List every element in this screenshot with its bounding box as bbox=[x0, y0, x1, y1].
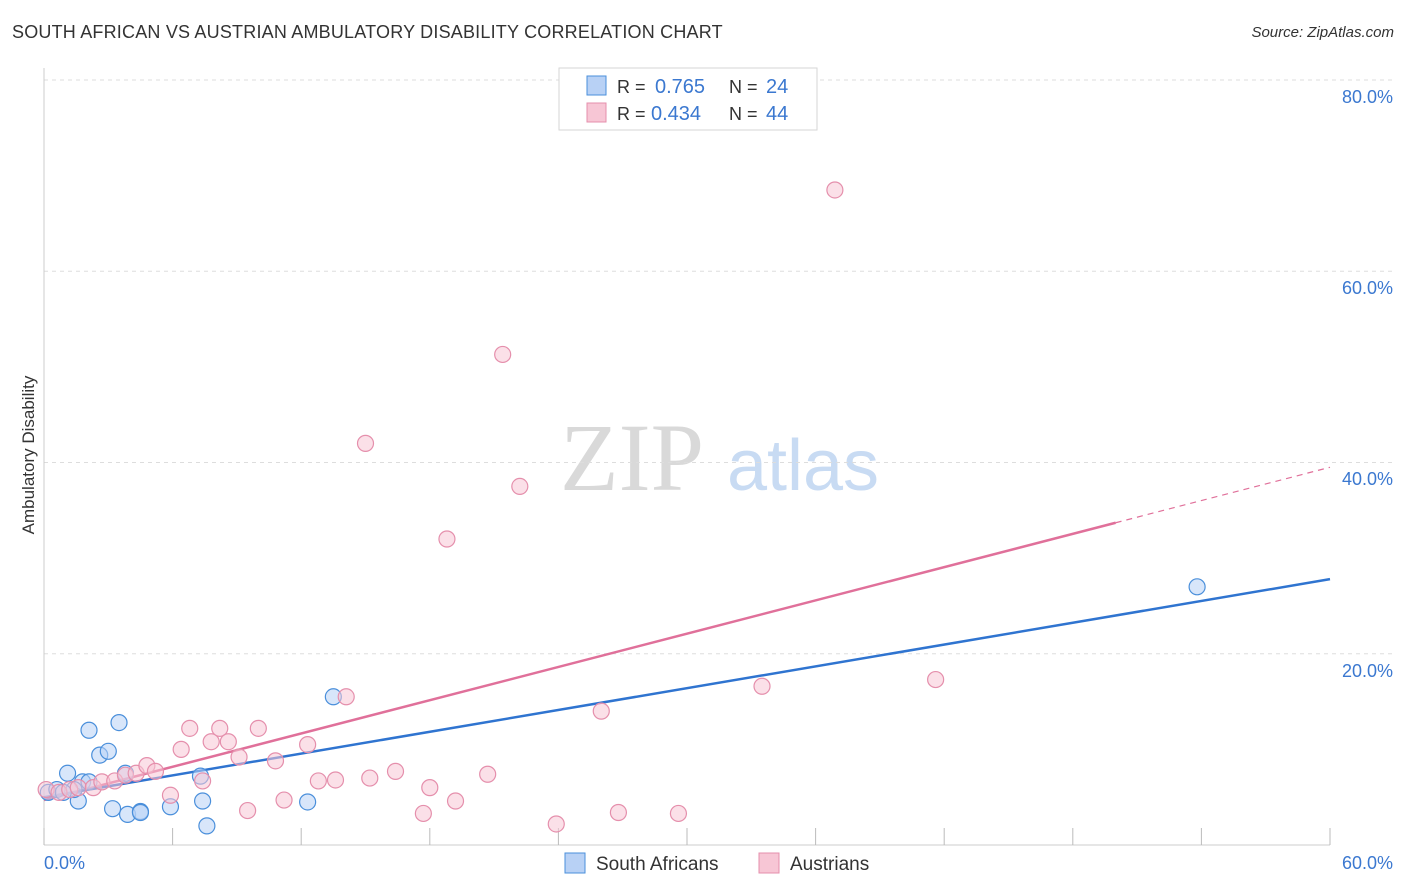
bottom-legend-swatch-south-africans bbox=[564, 852, 586, 874]
legend-n-value-1: 24 bbox=[766, 76, 788, 98]
bottom-legend-label-austrians: Austrians bbox=[790, 854, 869, 875]
legend-swatch-south-africans bbox=[586, 75, 607, 96]
legend-swatch-austrians bbox=[586, 102, 607, 123]
point-austrian bbox=[592, 702, 610, 720]
data-points bbox=[37, 181, 1206, 835]
legend-n-label-2: N = bbox=[729, 104, 758, 124]
trend-line-south-africans bbox=[43, 577, 1331, 799]
y-tick-label-60: 60.0% bbox=[1342, 278, 1393, 298]
point-austrian bbox=[69, 779, 87, 797]
point-austrian bbox=[669, 804, 688, 823]
point-south-african bbox=[110, 713, 128, 732]
point-austrian bbox=[161, 786, 180, 804]
point-austrian bbox=[146, 762, 165, 780]
point-south-african bbox=[58, 764, 77, 782]
point-austrian bbox=[219, 733, 237, 751]
point-austrian bbox=[494, 345, 512, 364]
point-austrian bbox=[446, 792, 465, 810]
point-austrian bbox=[337, 688, 355, 706]
point-austrian bbox=[826, 181, 844, 199]
bottom-legend: South Africans Austrians bbox=[564, 852, 869, 875]
point-austrian bbox=[299, 735, 317, 754]
point-austrian bbox=[181, 719, 199, 737]
legend-r-label-1: R = bbox=[617, 77, 646, 97]
point-austrian bbox=[438, 530, 456, 548]
point-austrian bbox=[194, 772, 212, 790]
x-tick-marks bbox=[43, 828, 1331, 845]
point-austrian bbox=[211, 719, 229, 737]
bottom-legend-label-south-africans: South Africans bbox=[596, 854, 719, 875]
point-austrian bbox=[266, 752, 285, 770]
point-south-african bbox=[299, 793, 317, 811]
y-tick-label-20: 20.0% bbox=[1342, 661, 1393, 681]
point-austrian bbox=[753, 677, 771, 695]
point-austrian bbox=[511, 477, 529, 496]
legend-r-label-2: R = bbox=[617, 104, 646, 124]
point-austrian bbox=[309, 772, 327, 790]
legend-r-value-1: 0.765 bbox=[655, 76, 705, 98]
point-austrian bbox=[326, 771, 345, 789]
trend-line-austrians-extension bbox=[1115, 466, 1331, 524]
point-south-african bbox=[198, 817, 216, 835]
point-austrian bbox=[230, 748, 248, 766]
bottom-legend-swatch-austrians bbox=[758, 852, 780, 874]
legend-r-value-2: 0.434 bbox=[651, 103, 701, 125]
legend-n-value-2: 44 bbox=[766, 103, 788, 125]
y-tick-label-80: 80.0% bbox=[1342, 87, 1393, 107]
point-austrian bbox=[421, 779, 439, 797]
point-south-african bbox=[103, 800, 122, 818]
point-south-african bbox=[131, 803, 150, 822]
point-austrian bbox=[202, 733, 220, 751]
point-south-african bbox=[99, 742, 117, 760]
watermark-zip: ZIP bbox=[560, 404, 704, 511]
point-austrian bbox=[249, 719, 267, 737]
legend-n-label-1: N = bbox=[729, 77, 758, 97]
x-tick-label-min: 0.0% bbox=[44, 853, 85, 873]
point-austrian bbox=[361, 769, 379, 787]
grid bbox=[44, 79, 1393, 655]
point-austrian bbox=[927, 670, 945, 689]
point-austrian bbox=[414, 804, 432, 823]
watermark-atlas: atlas bbox=[727, 426, 879, 506]
point-austrian bbox=[172, 740, 190, 758]
source-label: Source: ZipAtlas.com bbox=[1251, 24, 1394, 41]
point-south-african bbox=[1188, 578, 1206, 596]
point-austrian bbox=[386, 762, 405, 780]
point-austrian bbox=[479, 765, 497, 783]
x-tick-label-max: 60.0% bbox=[1342, 853, 1393, 873]
legend-box: R = 0.765 N = 24 R = 0.434 N = 44 bbox=[558, 67, 818, 131]
trend-lines bbox=[43, 466, 1331, 802]
trend-line-austrians bbox=[43, 521, 1116, 802]
point-austrian bbox=[356, 434, 375, 452]
point-austrian bbox=[239, 801, 257, 820]
point-south-african bbox=[194, 792, 212, 810]
point-austrian bbox=[609, 803, 628, 822]
point-austrian bbox=[547, 815, 565, 833]
y-tick-label-40: 40.0% bbox=[1342, 469, 1393, 489]
point-austrian bbox=[275, 791, 293, 809]
y-axis-label: Ambulatory Disability bbox=[19, 375, 38, 534]
point-south-african bbox=[80, 721, 98, 739]
chart-title: SOUTH AFRICAN VS AUSTRIAN AMBULATORY DIS… bbox=[12, 22, 723, 42]
